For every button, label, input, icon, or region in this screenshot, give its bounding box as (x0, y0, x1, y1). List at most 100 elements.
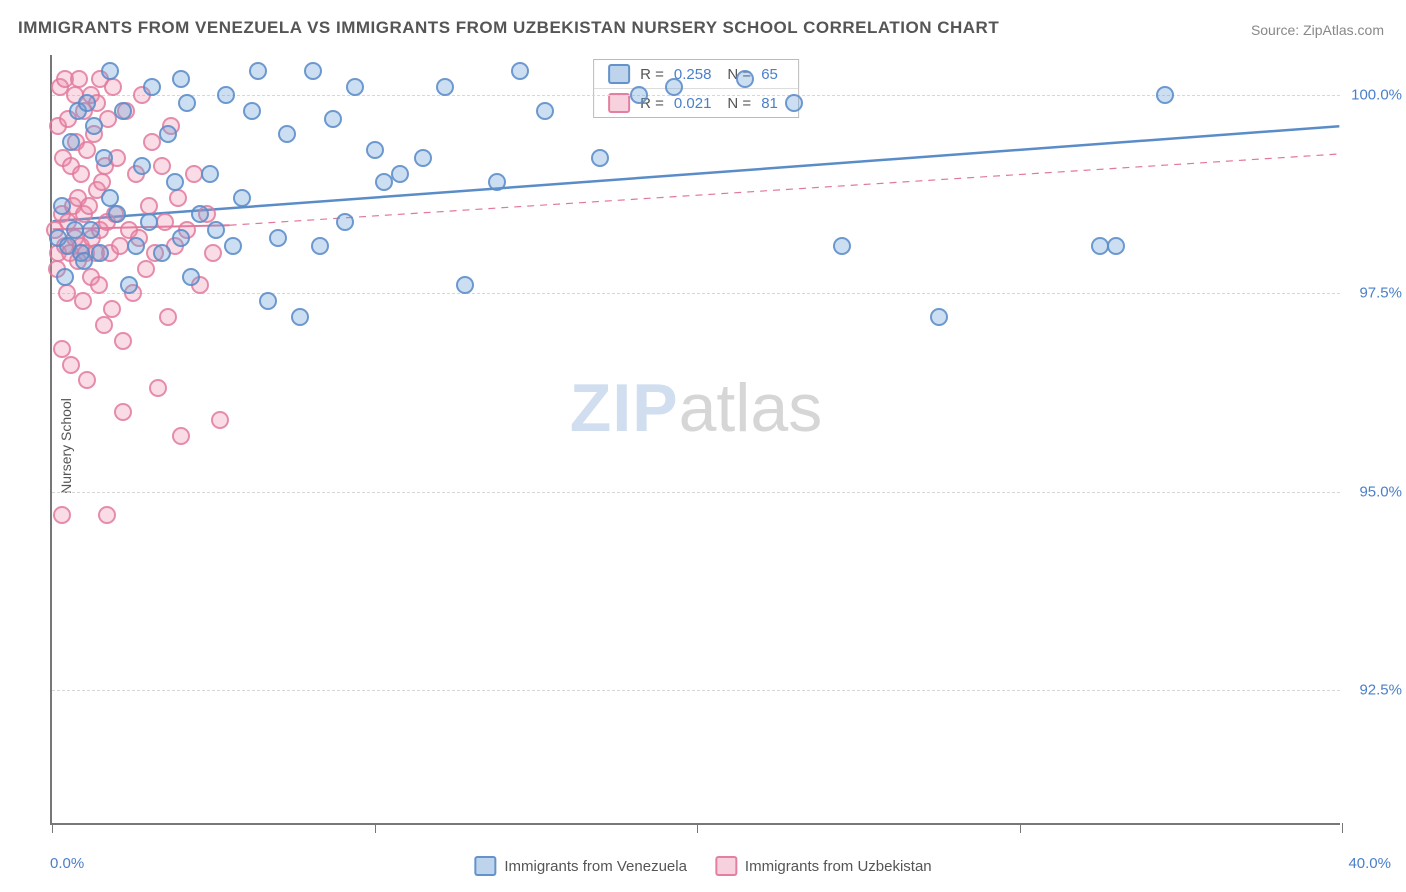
scatter-point-venezuela (56, 268, 74, 286)
source-attribution: Source: ZipAtlas.com (1251, 22, 1384, 38)
scatter-point-venezuela (1107, 237, 1125, 255)
x-axis-max-label: 40.0% (1348, 855, 1391, 872)
scatter-point-venezuela (366, 141, 384, 159)
scatter-point-venezuela (207, 221, 225, 239)
n-value: 65 (761, 66, 778, 83)
scatter-point-uzbekistan (172, 427, 190, 445)
trend-lines-layer (52, 55, 1340, 823)
swatch-blue-icon (608, 64, 630, 84)
scatter-point-uzbekistan (114, 332, 132, 350)
scatter-point-uzbekistan (153, 157, 171, 175)
scatter-point-uzbekistan (137, 260, 155, 278)
scatter-point-venezuela (785, 94, 803, 112)
scatter-point-uzbekistan (72, 165, 90, 183)
scatter-point-venezuela (178, 94, 196, 112)
n-value: 81 (761, 95, 778, 112)
legend-row-blue: R = 0.258 N = 65 (594, 60, 798, 89)
y-tick-label: 95.0% (1359, 483, 1402, 500)
scatter-point-venezuela (391, 165, 409, 183)
scatter-point-uzbekistan (114, 403, 132, 421)
scatter-point-venezuela (311, 237, 329, 255)
scatter-point-uzbekistan (159, 308, 177, 326)
swatch-pink-icon (715, 856, 737, 876)
scatter-point-uzbekistan (169, 189, 187, 207)
x-tick (1342, 823, 1343, 833)
scatter-point-venezuela (78, 94, 96, 112)
series-legend: Immigrants from Venezuela Immigrants fro… (474, 856, 931, 876)
legend-item-venezuela: Immigrants from Venezuela (474, 856, 687, 876)
scatter-point-venezuela (120, 276, 138, 294)
scatter-point-venezuela (140, 213, 158, 231)
scatter-point-uzbekistan (90, 276, 108, 294)
scatter-point-venezuela (243, 102, 261, 120)
scatter-point-venezuela (259, 292, 277, 310)
scatter-point-venezuela (249, 62, 267, 80)
legend-item-uzbekistan: Immigrants from Uzbekistan (715, 856, 932, 876)
scatter-point-venezuela (224, 237, 242, 255)
scatter-point-uzbekistan (103, 300, 121, 318)
scatter-point-venezuela (95, 149, 113, 167)
scatter-point-uzbekistan (70, 70, 88, 88)
scatter-point-venezuela (736, 70, 754, 88)
scatter-point-venezuela (269, 229, 287, 247)
scatter-point-venezuela (233, 189, 251, 207)
scatter-point-venezuela (833, 237, 851, 255)
x-tick (375, 823, 376, 833)
legend-label: Immigrants from Venezuela (504, 858, 687, 875)
x-tick (1020, 823, 1021, 833)
x-tick (52, 823, 53, 833)
scatter-point-venezuela (82, 221, 100, 239)
scatter-plot-area: ZIPatlas R = 0.258 N = 65 R = 0.021 N = … (50, 55, 1340, 825)
scatter-point-uzbekistan (156, 213, 174, 231)
scatter-point-venezuela (930, 308, 948, 326)
scatter-point-venezuela (191, 205, 209, 223)
scatter-point-venezuela (217, 86, 235, 104)
scatter-point-venezuela (114, 102, 132, 120)
scatter-point-uzbekistan (98, 506, 116, 524)
scatter-point-venezuela (336, 213, 354, 231)
scatter-point-venezuela (127, 237, 145, 255)
x-tick (697, 823, 698, 833)
scatter-point-venezuela (511, 62, 529, 80)
watermark: ZIPatlas (570, 369, 822, 447)
scatter-point-venezuela (436, 78, 454, 96)
scatter-point-venezuela (101, 62, 119, 80)
watermark-zip: ZIP (570, 370, 679, 446)
legend-row-pink: R = 0.021 N = 81 (594, 89, 798, 117)
gridline (52, 690, 1340, 691)
scatter-point-uzbekistan (74, 292, 92, 310)
scatter-point-venezuela (456, 276, 474, 294)
swatch-pink-icon (608, 93, 630, 113)
scatter-point-venezuela (91, 244, 109, 262)
n-label: N = (727, 95, 751, 112)
legend-label: Immigrants from Uzbekistan (745, 858, 932, 875)
gridline (52, 492, 1340, 493)
scatter-point-venezuela (665, 78, 683, 96)
scatter-point-venezuela (488, 173, 506, 191)
scatter-point-venezuela (346, 78, 364, 96)
scatter-point-uzbekistan (62, 356, 80, 374)
scatter-point-uzbekistan (80, 197, 98, 215)
r-value: 0.021 (674, 95, 712, 112)
y-tick-label: 92.5% (1359, 682, 1402, 699)
scatter-point-venezuela (172, 70, 190, 88)
scatter-point-uzbekistan (211, 411, 229, 429)
chart-title: IMMIGRANTS FROM VENEZUELA VS IMMIGRANTS … (18, 18, 999, 38)
scatter-point-venezuela (62, 133, 80, 151)
scatter-point-venezuela (182, 268, 200, 286)
y-tick-label: 100.0% (1351, 86, 1402, 103)
scatter-point-venezuela (630, 86, 648, 104)
x-axis-min-label: 0.0% (50, 855, 84, 872)
scatter-point-venezuela (108, 205, 126, 223)
scatter-point-uzbekistan (204, 244, 222, 262)
scatter-point-venezuela (304, 62, 322, 80)
scatter-point-venezuela (166, 173, 184, 191)
scatter-point-venezuela (153, 244, 171, 262)
scatter-point-venezuela (143, 78, 161, 96)
gridline (52, 95, 1340, 96)
scatter-point-venezuela (159, 125, 177, 143)
correlation-legend: R = 0.258 N = 65 R = 0.021 N = 81 (593, 59, 799, 118)
watermark-atlas: atlas (679, 370, 823, 446)
scatter-point-venezuela (536, 102, 554, 120)
scatter-point-venezuela (201, 165, 219, 183)
